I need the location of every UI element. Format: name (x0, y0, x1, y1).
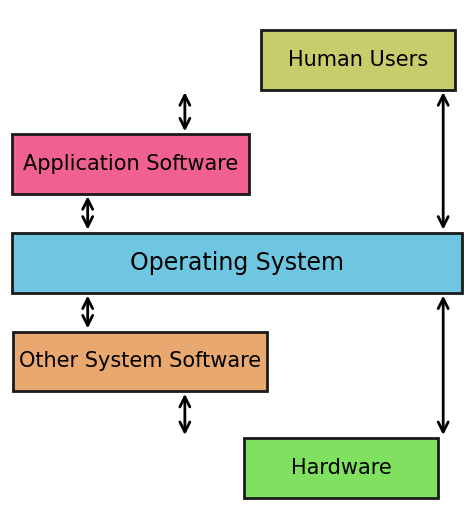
FancyBboxPatch shape (12, 134, 249, 193)
FancyBboxPatch shape (261, 30, 455, 89)
FancyBboxPatch shape (12, 232, 462, 292)
FancyBboxPatch shape (244, 438, 438, 498)
Text: Human Users: Human Users (288, 50, 428, 70)
Text: Application Software: Application Software (23, 154, 238, 174)
Text: Operating System: Operating System (130, 251, 344, 275)
Text: Hardware: Hardware (291, 458, 392, 478)
FancyBboxPatch shape (13, 332, 266, 391)
Text: Other System Software: Other System Software (19, 352, 261, 371)
